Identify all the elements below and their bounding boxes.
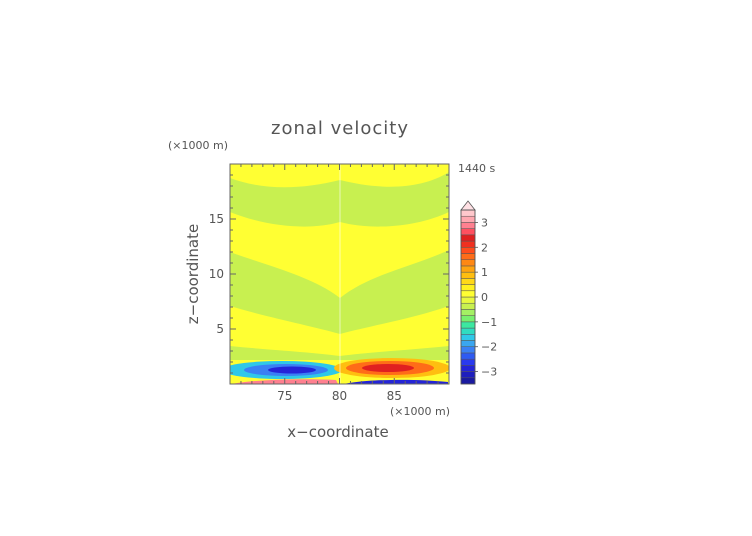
colorbar-swatch [460, 302, 476, 310]
axes-group: 75 80 85 5 10 15 [209, 163, 450, 403]
colorbar-swatch [460, 327, 476, 335]
colorbar-swatch [460, 315, 476, 323]
colorbar-swatch [460, 340, 476, 347]
colorbar-extend-arrow [460, 200, 476, 211]
colorbar-swatch [460, 358, 476, 366]
colorbar-swatch [460, 222, 476, 229]
colorbar-tick-label: −1 [481, 316, 497, 329]
colorbar-swatch [460, 346, 476, 354]
colorbar-tick-label: 0 [481, 291, 488, 304]
colorbar-swatch [460, 309, 476, 316]
colorbar-swatch [460, 284, 476, 292]
colorbar-tick-label: 2 [481, 241, 488, 254]
time-label: 1440 s [458, 162, 495, 175]
y-tick-label: 10 [209, 267, 224, 281]
colorbar-tick-label: 1 [481, 266, 488, 279]
colorbar-swatch [460, 253, 476, 260]
colorbar-swatch [460, 278, 476, 285]
colorbar-swatch [460, 234, 476, 242]
colorbar-swatch [460, 377, 476, 385]
colorbar-swatch [460, 240, 476, 248]
colorbar-swatch [460, 247, 476, 254]
colorbar-swatch [460, 296, 476, 304]
y-unit-label: (×1000 m) [168, 139, 228, 152]
x-tick-label: 85 [387, 389, 402, 403]
positive-core [362, 364, 414, 372]
negative-core [268, 366, 316, 374]
y-tick-label: 15 [209, 212, 224, 226]
x-tick-label: 75 [277, 389, 292, 403]
colorbar-swatch [460, 352, 476, 360]
x-tick-label: 80 [332, 389, 347, 403]
colorbar-swatch [460, 334, 476, 341]
x-unit-label: (×1000 m) [390, 405, 450, 418]
colorbar-swatch [460, 228, 476, 236]
x-axis-label: x−coordinate [287, 423, 388, 441]
colorbar-tick-label: 3 [481, 216, 488, 229]
velocity-field [230, 164, 449, 384]
colorbar-swatch [460, 371, 476, 379]
colorbar: −3 −2 −1 0 1 2 3 [460, 200, 497, 385]
colorbar-tick-label: −3 [481, 366, 497, 379]
colorbar-swatch [460, 290, 476, 298]
colorbar-swatch [460, 215, 476, 223]
chart-title: zonal velocity [271, 118, 409, 139]
colorbar-tick-label: −2 [481, 341, 497, 354]
contour-band-green-lower [230, 346, 449, 360]
colorbar-swatch [460, 321, 476, 329]
colorbar-swatch [460, 259, 476, 267]
colorbar-swatch [460, 265, 476, 273]
surface-negative-strip [344, 379, 448, 384]
y-tick-label: 5 [216, 322, 224, 336]
y-axis-label: z−coordinate [184, 224, 202, 324]
colorbar-swatch [460, 209, 476, 217]
colorbar-swatch [460, 271, 476, 279]
colorbar-swatch [460, 365, 476, 372]
